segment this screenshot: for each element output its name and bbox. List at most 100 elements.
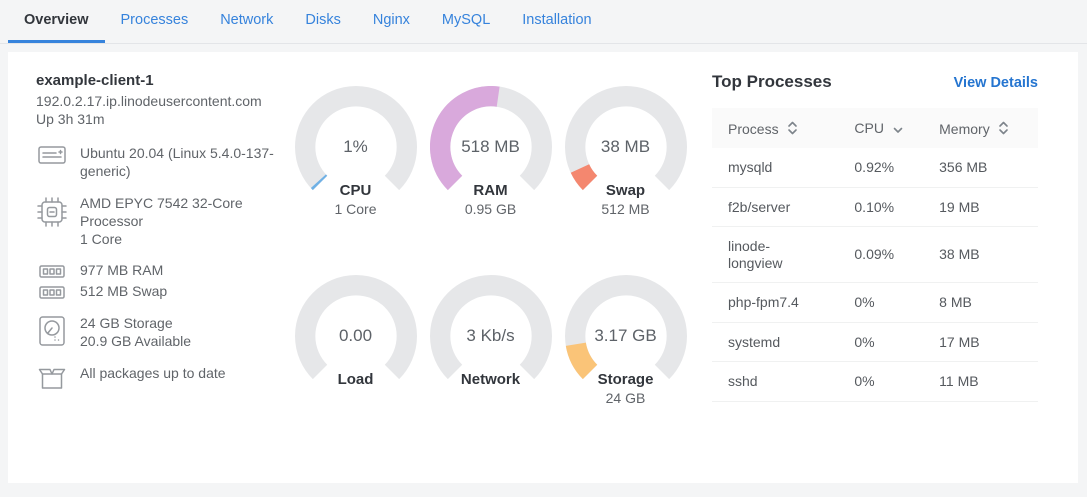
sort-chevrons-icon <box>787 121 797 134</box>
cpu-cell: 0% <box>842 282 928 323</box>
gauge-ram: 518 MB RAM 0.95 GB <box>423 86 558 217</box>
table-row: php-fpm7.4 0% 8 MB <box>712 282 1038 323</box>
cpu-chip-icon <box>36 195 68 249</box>
ram-stick-icon <box>36 265 68 278</box>
host-name: example-client-1 <box>36 72 154 89</box>
cpu-cell: 0.09% <box>842 226 928 284</box>
gauge-load: 0.00 Load <box>288 275 423 406</box>
cpu-cell: 0% <box>842 322 928 363</box>
gauge-ram-sublabel: 0.95 GB <box>464 201 517 217</box>
gauge-swap-value: 38 MB <box>600 137 651 156</box>
tab-mysql[interactable]: MySQL <box>441 12 491 28</box>
ram-stick-icon <box>36 286 68 299</box>
column-header-process-label: Process <box>728 120 779 137</box>
gauge-swap: 38 MB Swap 512 MB <box>558 86 693 217</box>
process-name-cell: systemd <box>712 322 843 363</box>
spec-cpu-text: AMD EPYC 7542 32-Core Processor 1 Core <box>80 195 280 249</box>
cpu-model: AMD EPYC 7542 32-Core Processor <box>80 194 243 229</box>
spec-swap-text: 512 MB Swap <box>80 283 168 300</box>
gauge-network-value: 3 Kb/s <box>466 326 515 345</box>
gauge-swap-label: Swap <box>605 182 646 199</box>
table-header-row: Process CPU Memory <box>712 108 1038 148</box>
spec-cpu: AMD EPYC 7542 32-Core Processor 1 Core <box>36 195 288 249</box>
overview-card: example-client-1 192.0.2.17.ip.linodeuse… <box>8 52 1078 483</box>
cpu-cell: 0.92% <box>842 148 928 188</box>
gauge-swap-sublabel: 512 MB <box>601 201 650 217</box>
tab-overview[interactable]: Overview <box>8 0 105 43</box>
spec-storage: 24 GB Storage 20.9 GB Available <box>36 315 288 351</box>
top-processes-table: Process CPU Memory mysqld 0.92% 356 MB <box>712 108 1038 402</box>
memory-cell: 38 MB <box>927 226 1038 284</box>
gauge-storage-sublabel: 24 GB <box>605 390 646 406</box>
top-processes-title: Top Processes <box>712 72 832 91</box>
memory-cell: 17 MB <box>927 322 1038 363</box>
gauge-storage-label: Storage <box>597 371 654 388</box>
process-name-cell: f2b/server <box>712 187 843 228</box>
gauge-load-donut: 0.00 <box>294 275 417 397</box>
table-row: f2b/server 0.10% 19 MB <box>712 187 1038 228</box>
spec-os: Ubuntu 20.04 (Linux 5.4.0-137-generic) <box>36 145 288 181</box>
gauge-network-donut: 3 Kb/s <box>429 275 552 397</box>
host-uptime: Up 3h 31m <box>36 111 105 128</box>
cpu-cores: 1 Core <box>80 230 123 247</box>
host-specs-list: Ubuntu 20.04 (Linux 5.4.0-137-generic) A… <box>36 145 288 390</box>
process-name-cell: php-fpm7.4 <box>712 282 843 323</box>
table-row: sshd 0% 11 MB <box>712 361 1038 402</box>
gauge-cpu-donut: 1% <box>294 86 417 208</box>
top-processes-panel: Top Processes View Details Process CPU M… <box>700 70 1038 483</box>
memory-cell: 11 MB <box>927 361 1038 402</box>
table-row: systemd 0% 17 MB <box>712 322 1038 363</box>
gauge-load-label: Load <box>337 371 374 388</box>
gauge-cpu-sublabel: 1 Core <box>334 201 377 217</box>
process-name-cell: linode-longview <box>712 226 843 284</box>
gauge-ram-value: 518 MB <box>461 137 520 156</box>
tab-bar: Overview Processes Network Disks Nginx M… <box>0 0 1087 44</box>
gauge-storage-donut: 3.17 GB <box>564 275 687 397</box>
column-header-cpu[interactable]: CPU <box>842 108 928 148</box>
tab-installation[interactable]: Installation <box>522 12 592 28</box>
distro-icon <box>36 145 68 181</box>
gauge-network-label: Network <box>460 371 521 388</box>
tab-network[interactable]: Network <box>220 12 274 28</box>
tab-processes[interactable]: Processes <box>120 12 189 28</box>
column-header-memory[interactable]: Memory <box>927 108 1038 148</box>
cpu-cell: 0% <box>842 361 928 402</box>
gauge-swap-donut: 38 MB <box>564 86 687 208</box>
spec-storage-text: 24 GB Storage 20.9 GB Available <box>80 315 191 351</box>
gauge-cpu: 1% CPU 1 Core <box>288 86 423 217</box>
gauge-storage: 3.17 GB Storage 24 GB <box>558 275 693 406</box>
host-domain: 192.0.2.17.ip.linodeusercontent.com <box>36 93 262 109</box>
memory-cell: 8 MB <box>927 282 1038 323</box>
gauge-load-value: 0.00 <box>338 326 373 345</box>
tab-disks[interactable]: Disks <box>305 12 341 28</box>
spec-packages: All packages up to date <box>36 365 288 390</box>
tab-nginx[interactable]: Nginx <box>372 12 410 28</box>
table-row: linode-longview 0.09% 38 MB <box>712 226 1038 284</box>
gauge-network: 3 Kb/s Network <box>423 275 558 406</box>
column-header-memory-label: Memory <box>939 120 990 137</box>
column-header-process[interactable]: Process <box>712 108 843 148</box>
process-name-cell: sshd <box>712 361 843 402</box>
gauges-grid: 1% CPU 1 Core 518 MB RAM 0.95 GB 38 MB <box>288 70 700 483</box>
host-info-panel: example-client-1 192.0.2.17.ip.linodeuse… <box>36 70 288 483</box>
memory-cell: 19 MB <box>927 187 1038 228</box>
gauge-ram-donut: 518 MB <box>429 86 552 208</box>
package-box-icon <box>36 365 68 390</box>
storage-available: 20.9 GB Available <box>80 333 192 350</box>
gauge-ram-label: RAM <box>473 182 508 199</box>
cpu-cell: 0.10% <box>842 187 928 228</box>
memory-cell: 356 MB <box>927 148 1038 188</box>
process-name-cell: mysqld <box>712 148 843 188</box>
storage-total: 24 GB Storage <box>80 315 173 332</box>
view-details-link[interactable]: View Details <box>953 75 1038 91</box>
table-row: mysqld 0.92% 356 MB <box>712 148 1038 188</box>
hard-disk-icon <box>36 315 68 351</box>
spec-memory: 977 MB RAM 512 MB Swap <box>36 262 288 301</box>
spec-packages-text: All packages up to date <box>80 365 226 382</box>
gauge-cpu-label: CPU <box>339 182 372 199</box>
gauge-storage-value: 3.17 GB <box>594 326 657 345</box>
spec-os-text: Ubuntu 20.04 (Linux 5.4.0-137-generic) <box>80 144 274 179</box>
spec-ram-text: 977 MB RAM <box>80 262 164 279</box>
chevron-down-icon <box>893 127 903 133</box>
column-header-cpu-label: CPU <box>854 120 884 136</box>
